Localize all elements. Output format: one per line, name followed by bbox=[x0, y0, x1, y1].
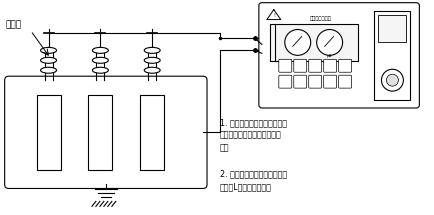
Circle shape bbox=[284, 29, 310, 55]
Circle shape bbox=[381, 69, 402, 91]
FancyBboxPatch shape bbox=[323, 75, 336, 88]
Bar bbox=[374, 11, 409, 100]
Text: μA: μA bbox=[326, 54, 332, 58]
FancyBboxPatch shape bbox=[278, 75, 291, 88]
Text: 1. 屏蔽环的使用能够有效地抑
制表面泄漏电流带来的测量误
差。: 1. 屏蔽环的使用能够有效地抑 制表面泄漏电流带来的测量误 差。 bbox=[220, 118, 286, 152]
Ellipse shape bbox=[144, 67, 160, 73]
Ellipse shape bbox=[92, 57, 108, 63]
FancyBboxPatch shape bbox=[5, 76, 207, 189]
FancyBboxPatch shape bbox=[278, 59, 291, 72]
FancyBboxPatch shape bbox=[338, 75, 351, 88]
FancyBboxPatch shape bbox=[323, 59, 336, 72]
FancyBboxPatch shape bbox=[293, 75, 306, 88]
FancyBboxPatch shape bbox=[308, 75, 321, 88]
Text: 2. 仪器使用和检定过程中尽可
能的使L端测试线悬空。: 2. 仪器使用和检定过程中尽可 能的使L端测试线悬空。 bbox=[220, 170, 286, 191]
Ellipse shape bbox=[40, 57, 56, 63]
Bar bbox=[140, 95, 164, 170]
Text: !: ! bbox=[272, 13, 274, 18]
Bar bbox=[36, 95, 60, 170]
Ellipse shape bbox=[92, 47, 108, 53]
Bar bbox=[378, 15, 405, 42]
Ellipse shape bbox=[144, 47, 160, 53]
Text: 绝缘电阻测试仪: 绝缘电阻测试仪 bbox=[309, 16, 331, 21]
Bar bbox=[88, 95, 112, 170]
Circle shape bbox=[385, 74, 398, 86]
Ellipse shape bbox=[40, 67, 56, 73]
FancyBboxPatch shape bbox=[308, 59, 321, 72]
Circle shape bbox=[316, 29, 342, 55]
Bar bbox=[269, 24, 357, 61]
FancyBboxPatch shape bbox=[258, 3, 418, 108]
Ellipse shape bbox=[40, 47, 56, 53]
Ellipse shape bbox=[144, 57, 160, 63]
Ellipse shape bbox=[92, 67, 108, 73]
FancyBboxPatch shape bbox=[338, 59, 351, 72]
Text: 屏蔽环: 屏蔽环 bbox=[6, 21, 22, 30]
FancyBboxPatch shape bbox=[293, 59, 306, 72]
